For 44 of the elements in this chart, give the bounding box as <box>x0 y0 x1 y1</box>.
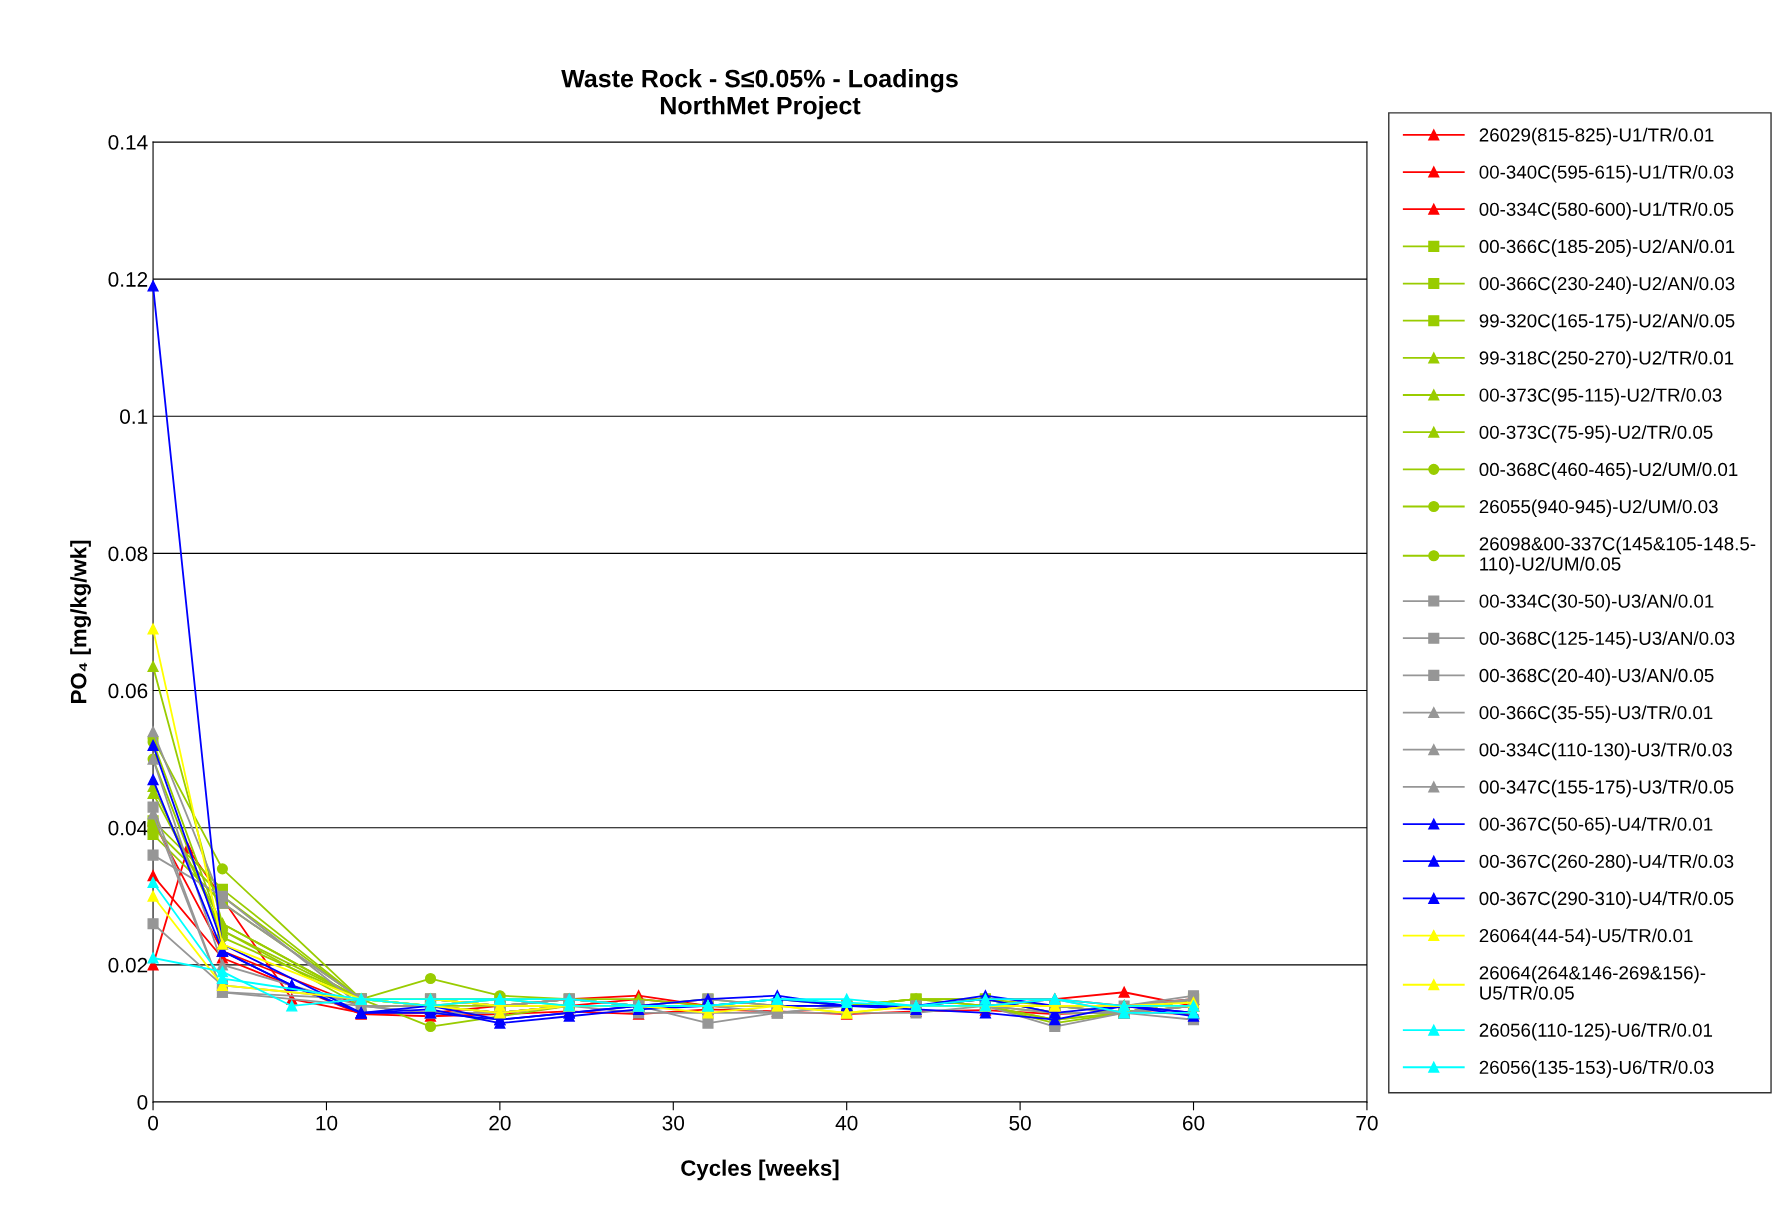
legend-label: 26056(135-153)-U6/TR/0.03 <box>1479 1060 1714 1078</box>
legend-label: 26064(264&146-269&156)- U5/TR/0.05 <box>1479 965 1706 1000</box>
y-tick-label: 0.14 <box>108 134 148 150</box>
legend-label: 00-366C(230-240)-U2/AN/0.03 <box>1479 276 1735 294</box>
legend-label: 00-368C(460-465)-U2/UM/0.01 <box>1479 462 1738 480</box>
x-tick-label: 30 <box>662 1115 685 1131</box>
x-tick-label: 70 <box>1356 1115 1378 1131</box>
y-tick-label: 0.08 <box>108 546 148 562</box>
y-tick-label: 0.04 <box>108 820 148 836</box>
legend-label: 00-367C(50-65)-U4/TR/0.01 <box>1479 817 1713 835</box>
legend-label: 26055(940-945)-U2/UM/0.03 <box>1479 499 1718 517</box>
x-tick-label: 60 <box>1182 1115 1205 1131</box>
legend-label: 00-334C(580-600)-U1/TR/0.05 <box>1479 202 1734 220</box>
y-tick-label: 0.12 <box>108 272 148 287</box>
legend-label: 00-347C(155-175)-U3/TR/0.05 <box>1479 779 1734 798</box>
legend-label: 26029(815-825)-U1/TR/0.01 <box>1479 127 1714 146</box>
legend-label: 26064(44-54)-U5/TR/0.01 <box>1479 928 1693 946</box>
x-tick-label: 20 <box>489 1115 511 1131</box>
legend-label: 26056(110-125)-U6/TR/0.01 <box>1479 1023 1713 1041</box>
legend-label: 00-368C(20-40)-U3/AN/0.05 <box>1479 668 1714 686</box>
legend-label: 99-320C(165-175)-U2/AN/0.05 <box>1479 313 1735 332</box>
legend-label: 00-366C(35-55)-U3/TR/0.01 <box>1479 705 1713 723</box>
y-tick-label: 0.06 <box>108 683 148 699</box>
y-tick-label: 0.1 <box>120 409 148 424</box>
legend-label: 00-334C(110-130)-U3/TR/0.03 <box>1479 742 1732 761</box>
legend-label: 00-373C(95-115)-U2/TR/0.03 <box>1479 388 1722 406</box>
x-tick-label: 10 <box>316 1115 338 1131</box>
chart-title: Waste Rock - S≤0.05% - Loadings NorthMet Project <box>561 69 958 120</box>
legend-label: 00-373C(75-95)-U2/TR/0.05 <box>1479 425 1713 443</box>
y-tick-label: 0.02 <box>108 957 148 973</box>
legend-label: 00-367C(260-280)-U4/TR/0.03 <box>1479 854 1734 872</box>
legend-label: 00-340C(595-615)-U1/TR/0.03 <box>1479 165 1734 183</box>
legend-label: 00-368C(125-145)-U3/AN/0.03 <box>1479 631 1735 649</box>
legend-label: 00-366C(185-205)-U2/AN/0.01 <box>1479 239 1735 257</box>
x-axis-title: Cycles [weeks] <box>681 1159 839 1181</box>
legend-label: 26098&00-337C(145&105-148.5- 110)-U2/UM/0.05 <box>1479 536 1756 575</box>
y-tick-label: 0 <box>137 1094 148 1110</box>
x-tick-label: 50 <box>1009 1115 1031 1131</box>
legend-label: 00-367C(290-310)-U4/TR/0.05 <box>1479 891 1734 909</box>
legend-label: 00-334C(30-50)-U3/AN/0.01 <box>1479 594 1714 612</box>
x-tick-label: 40 <box>835 1115 858 1131</box>
y-axis-title: PO₄ [mg/kg/wk] <box>70 540 91 703</box>
x-tick-label: 0 <box>148 1115 159 1131</box>
legend-label: 99-318C(250-270)-U2/TR/0.01 <box>1479 350 1734 369</box>
